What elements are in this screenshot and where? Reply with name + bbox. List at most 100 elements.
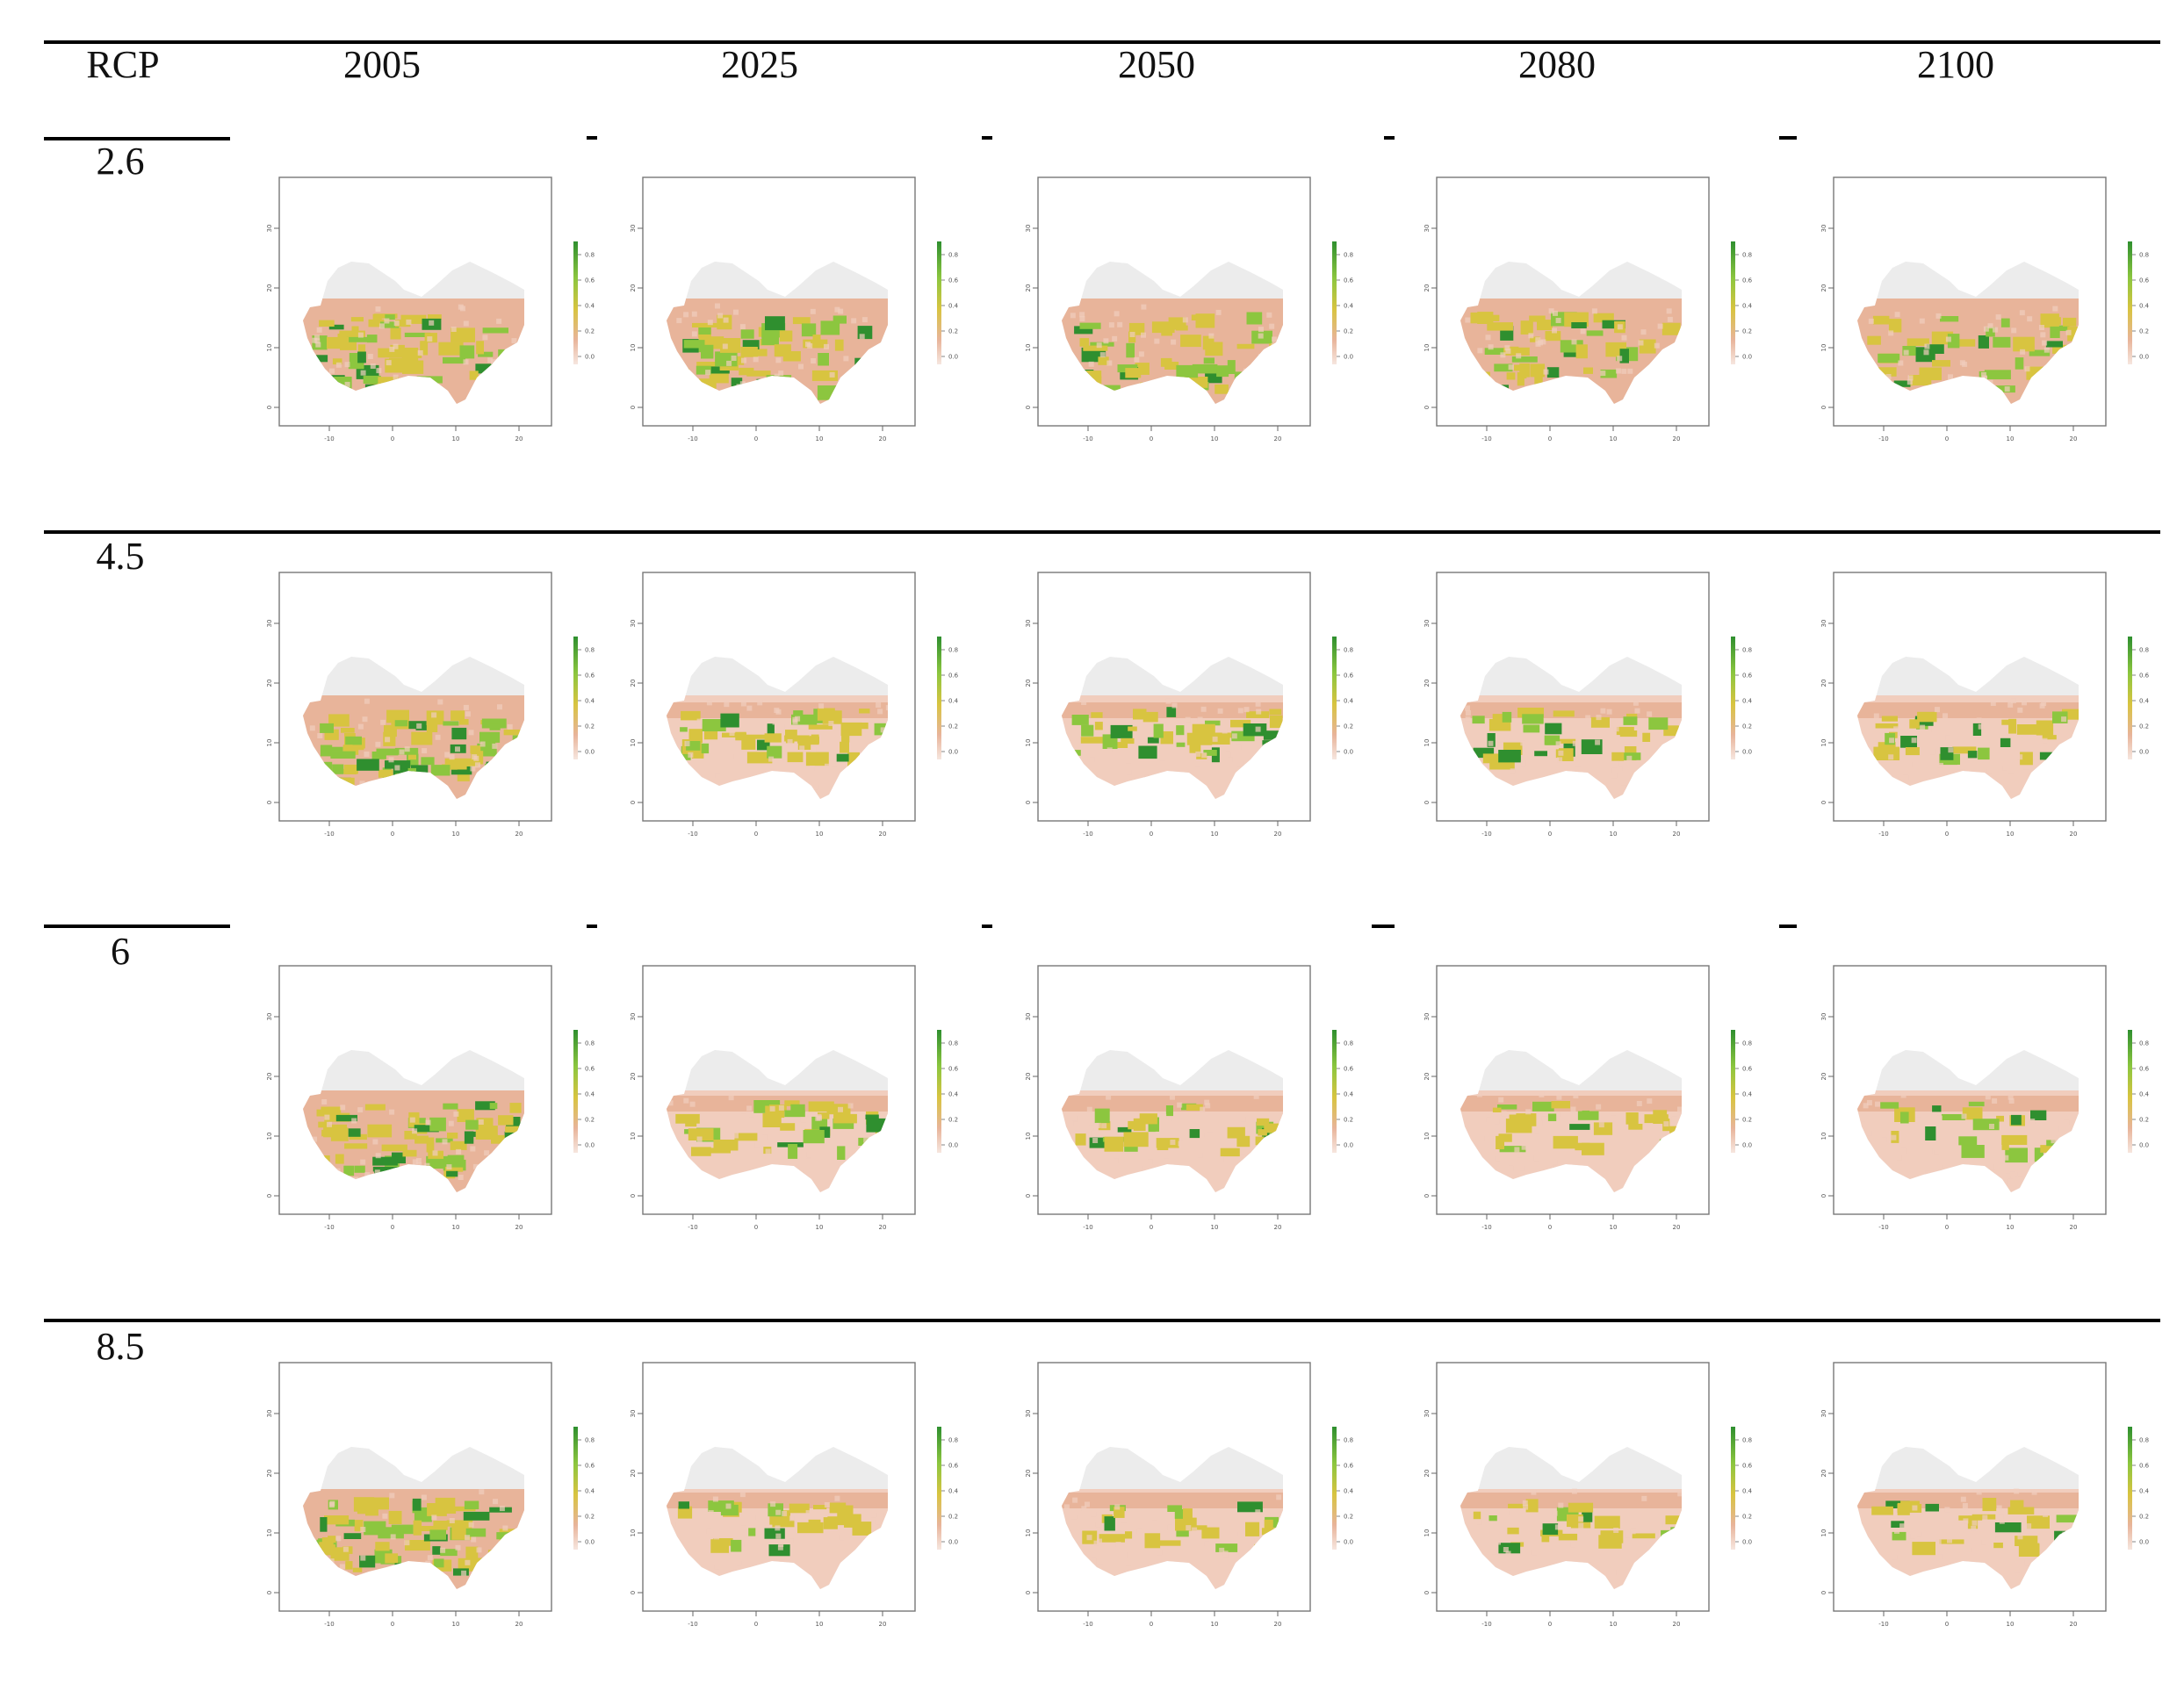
x-tick-label: 10 xyxy=(1610,435,1618,442)
x-tick-label: 10 xyxy=(452,435,460,442)
x-tick-label: 0 xyxy=(1150,1621,1153,1628)
legend-tick-label: 0.4 xyxy=(2139,1488,2150,1495)
legend-tick-label: 0.0 xyxy=(1742,1142,1752,1149)
x-tick-label: 20 xyxy=(1274,1224,1282,1231)
header-year-2050: 2050 xyxy=(1118,43,1195,86)
y-tick-label: 10 xyxy=(630,344,637,352)
legend-tick-label: 0.2 xyxy=(1742,723,1752,730)
legend-tick-label: 0.2 xyxy=(1742,1117,1752,1124)
row-mark xyxy=(1384,136,1395,140)
x-tick-label: -10 xyxy=(1878,1621,1888,1628)
y-tick-label: 0 xyxy=(1424,406,1431,409)
y-tick-label: 0 xyxy=(1820,1194,1827,1198)
y-tick-label: 30 xyxy=(1820,225,1827,233)
legend-color-bar xyxy=(937,637,941,759)
x-tick-label: -10 xyxy=(1878,435,1888,442)
y-tick-label: 0 xyxy=(266,1591,273,1594)
legend-tick-label: 0.4 xyxy=(2139,303,2150,310)
legend-tick-label: 0.2 xyxy=(1344,328,1353,335)
x-tick-label: 10 xyxy=(2007,831,2015,838)
x-tick-label: 10 xyxy=(2007,1224,2015,1231)
y-tick-label: 10 xyxy=(630,739,637,747)
x-tick-label: 10 xyxy=(1610,831,1618,838)
y-tick-label: 20 xyxy=(1025,1470,1032,1478)
x-tick-label: -10 xyxy=(688,831,697,838)
row-mark xyxy=(587,925,597,928)
y-tick-label: 30 xyxy=(1424,225,1431,233)
legend-tick-label: 0.0 xyxy=(948,354,958,361)
y-tick-label: 0 xyxy=(630,801,637,804)
legend-color-bar xyxy=(573,241,578,364)
y-tick-label: 20 xyxy=(266,680,273,687)
x-tick-label: 0 xyxy=(391,831,394,838)
y-tick-label: 10 xyxy=(1424,1133,1431,1140)
row-rule-rcp6 xyxy=(44,925,230,928)
legend-tick-label: 0.4 xyxy=(2139,698,2150,705)
x-tick-label: 10 xyxy=(1211,1224,1219,1231)
legend-color-bar xyxy=(937,1427,941,1550)
y-tick-label: 20 xyxy=(630,1470,637,1478)
x-tick-label: -10 xyxy=(1481,435,1491,442)
legend-tick-label: 0.6 xyxy=(2139,673,2150,680)
x-tick-label: -10 xyxy=(324,831,334,838)
legend-tick-label: 0.4 xyxy=(585,303,595,310)
legend-tick-label: 0.2 xyxy=(1344,1117,1353,1124)
y-tick-label: 0 xyxy=(630,1591,637,1594)
legend-tick-label: 0.6 xyxy=(1344,673,1354,680)
y-tick-label: 10 xyxy=(1025,1133,1032,1140)
legend-tick-label: 0.8 xyxy=(585,647,595,654)
y-tick-label: 10 xyxy=(1820,739,1827,747)
y-tick-label: 20 xyxy=(1820,1073,1827,1081)
y-tick-label: 20 xyxy=(1025,1073,1032,1081)
x-tick-label: 20 xyxy=(2070,1621,2078,1628)
x-tick-label: 0 xyxy=(754,1224,758,1231)
legend-tick-label: 0.6 xyxy=(2139,1066,2150,1073)
x-tick-label: 0 xyxy=(1945,435,1949,442)
legend-tick-label: 0.0 xyxy=(1742,1539,1752,1546)
y-tick-label: 10 xyxy=(266,1529,273,1537)
x-tick-label: 10 xyxy=(1211,435,1219,442)
legend-tick-label: 0.8 xyxy=(948,252,958,259)
legend-tick-label: 0.0 xyxy=(948,1539,958,1546)
y-tick-label: 10 xyxy=(1424,1529,1431,1537)
y-tick-label: 10 xyxy=(266,344,273,352)
y-tick-label: 30 xyxy=(1424,1410,1431,1418)
x-tick-label: 10 xyxy=(816,435,824,442)
legend-tick-label: 0.4 xyxy=(948,1488,959,1495)
legend-color-bar xyxy=(1332,1427,1337,1550)
legend-tick-label: 0.0 xyxy=(1344,749,1353,756)
legend-tick-label: 0.6 xyxy=(585,1463,595,1470)
legend-tick-label: 0.0 xyxy=(2139,749,2149,756)
legend-tick-label: 0.8 xyxy=(1742,1437,1752,1444)
legend-tick-label: 0.8 xyxy=(948,1437,958,1444)
y-tick-label: 20 xyxy=(630,680,637,687)
legend-color-bar xyxy=(2128,637,2132,759)
y-tick-label: 10 xyxy=(1820,1529,1827,1537)
legend-tick-label: 0.0 xyxy=(1742,749,1752,756)
x-tick-label: 0 xyxy=(1945,1224,1949,1231)
y-tick-label: 0 xyxy=(630,406,637,409)
header-rcp: RCP xyxy=(86,43,160,86)
legend-color-bar xyxy=(1332,1030,1337,1153)
legend-tick-label: 0.2 xyxy=(1742,328,1752,335)
x-tick-label: 0 xyxy=(1548,1224,1552,1231)
x-tick-label: 0 xyxy=(754,831,758,838)
legend-tick-label: 0.4 xyxy=(948,698,959,705)
legend-tick-label: 0.0 xyxy=(585,354,595,361)
x-tick-label: 0 xyxy=(754,435,758,442)
legend-tick-label: 0.8 xyxy=(585,1437,595,1444)
legend-color-bar xyxy=(937,1030,941,1153)
x-tick-label: 10 xyxy=(2007,435,2015,442)
legend-tick-label: 0.2 xyxy=(2139,723,2149,730)
legend-tick-label: 0.0 xyxy=(1742,354,1752,361)
y-tick-label: 30 xyxy=(630,620,637,628)
y-tick-label: 30 xyxy=(630,225,637,233)
x-tick-label: 20 xyxy=(515,435,523,442)
y-tick-label: 20 xyxy=(1424,284,1431,292)
legend-tick-label: 0.4 xyxy=(585,1091,595,1098)
suitability-map-r3-c2: 30 20 10 0 -10 0 10 20 0.8 0.6 0.4 0.2 0.0 xyxy=(630,965,959,1231)
legend-color-bar xyxy=(1731,1427,1735,1550)
legend-tick-label: 0.6 xyxy=(948,277,959,284)
legend-tick-label: 0.0 xyxy=(2139,1539,2149,1546)
y-tick-label: 20 xyxy=(630,1073,637,1081)
